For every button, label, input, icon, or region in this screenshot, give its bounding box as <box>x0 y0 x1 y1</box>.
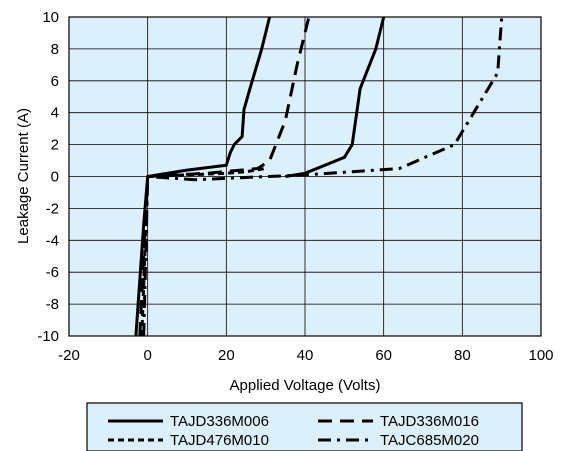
series-line-4 <box>142 17 504 336</box>
y-tick-label: -10 <box>37 328 59 345</box>
series-line-extra-1 <box>285 17 386 178</box>
y-tick-label: -8 <box>46 296 59 313</box>
legend-label: TAJD476M010 <box>170 432 269 449</box>
y-tick-label: 8 <box>51 41 59 58</box>
plot-frame <box>68 16 542 337</box>
y-tick-label: 2 <box>51 137 59 154</box>
x-axis-title: Applied Voltage (Volts) <box>230 377 381 394</box>
x-tick-label: 20 <box>218 347 235 364</box>
legend-label: TAJD336M006 <box>170 413 269 430</box>
series-layer <box>134 17 504 336</box>
y-tick-labels: 10 8 6 4 2 0 -2 -4 -6 -8 -10 <box>37 9 59 345</box>
y-tick-label: 10 <box>42 9 59 26</box>
y-tick-label: -2 <box>46 200 59 217</box>
x-tick-label: -20 <box>58 347 80 364</box>
x-tick-label: 100 <box>528 347 553 364</box>
legend-label: TAJD336M016 <box>380 413 479 430</box>
x-tick-label: 60 <box>375 347 392 364</box>
x-tick-label: 0 <box>143 347 151 364</box>
y-axis-title: Leakage Current (A) <box>15 108 32 244</box>
y-tick-label: 6 <box>51 73 59 90</box>
x-tick-label: 80 <box>454 347 471 364</box>
x-tick-labels: -20 0 20 40 60 80 100 <box>58 347 553 364</box>
legend: TAJD336M006 TAJD336M016 TAJD476M010 TAJC685… <box>86 402 523 451</box>
y-tick-label: 0 <box>51 169 59 186</box>
y-tick-label: -6 <box>46 264 59 281</box>
x-tick-label: 40 <box>297 347 314 364</box>
y-tick-label: 4 <box>51 105 59 122</box>
legend-box <box>86 402 523 451</box>
y-tick-label: -4 <box>46 232 59 249</box>
legend-label: TAJC685M020 <box>380 432 479 449</box>
